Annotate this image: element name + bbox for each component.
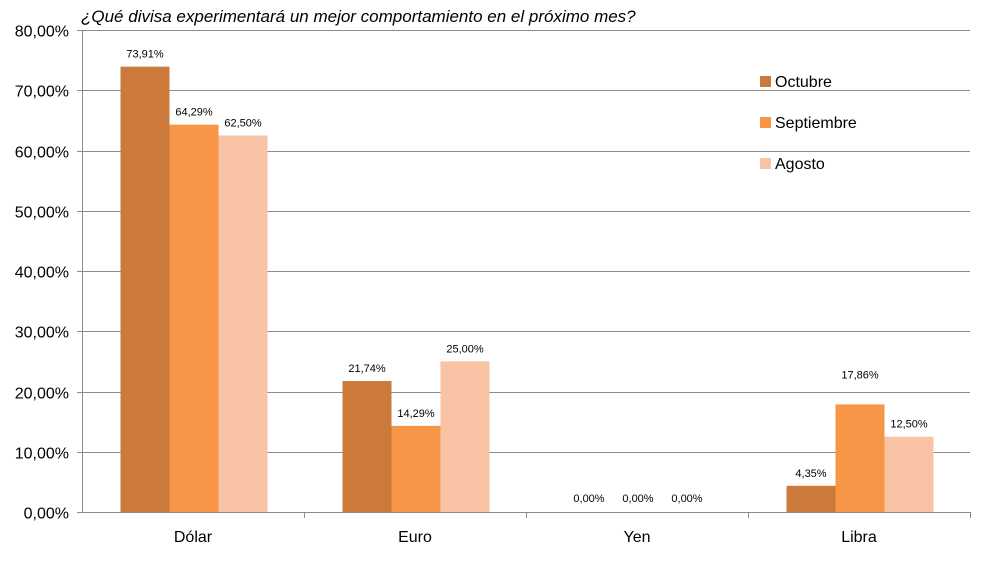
bar-septiembre-1: [391, 425, 441, 512]
data-label: 0,00%: [622, 493, 653, 505]
y-tick-label: 40,00%: [15, 265, 69, 282]
y-axis-ticks: 0,00% 10,00% 20,00% 30,00% 40,00% 50,00% 60,00…: [15, 24, 69, 523]
data-label: 14,29%: [397, 408, 435, 420]
y-tick-label: 70,00%: [15, 84, 69, 101]
legend: Octubre Septiembre Agosto: [760, 74, 857, 173]
y-tick-label: 60,00%: [15, 145, 69, 162]
bar-octubre-3: [786, 485, 836, 512]
data-labels: 73,91% 64,29% 62,50% 21,74% 14,29% 25,00% 0,00…: [126, 49, 928, 505]
data-label: 0,00%: [671, 493, 702, 505]
data-label: 0,00%: [573, 493, 604, 505]
bar-agosto-0: [218, 135, 268, 512]
data-label: 21,74%: [348, 363, 386, 375]
legend-label-septiembre: Septiembre: [775, 115, 857, 132]
x-axis-ticks: Dólar Euro Yen Libra: [174, 529, 877, 546]
legend-swatch-agosto: [760, 158, 771, 169]
x-tick-label: Euro: [398, 529, 432, 546]
legend-swatch-octubre: [760, 76, 771, 87]
bar-agosto-3: [884, 436, 934, 512]
y-tick-label: 10,00%: [15, 446, 69, 463]
chart-title: ¿Qué divisa experimentará un mejor compo…: [81, 7, 636, 26]
data-label: 64,29%: [175, 107, 213, 119]
data-label: 73,91%: [126, 49, 164, 61]
x-tick-label: Dólar: [174, 529, 213, 546]
legend-label-octubre: Octubre: [775, 74, 832, 91]
data-label: 62,50%: [224, 117, 262, 129]
y-tick-label: 0,00%: [24, 506, 69, 523]
y-tick-label: 20,00%: [15, 386, 69, 403]
data-label: 17,86%: [841, 369, 879, 381]
y-tick-label: 50,00%: [15, 205, 69, 222]
x-tick-label: Libra: [841, 529, 877, 546]
legend-swatch-septiembre: [760, 117, 771, 128]
y-tick-label: 80,00%: [15, 24, 69, 41]
x-tick-label: Yen: [624, 529, 651, 546]
bar-octubre-1: [342, 381, 392, 512]
bar-agosto-1: [440, 361, 490, 512]
bar-octubre-0: [120, 66, 170, 512]
data-label: 25,00%: [446, 343, 484, 355]
data-label: 4,35%: [795, 468, 826, 480]
bars: [120, 66, 934, 513]
data-label: 12,50%: [890, 419, 928, 431]
legend-label-agosto: Agosto: [775, 156, 825, 173]
bar-septiembre-3: [835, 404, 885, 512]
y-tick-label: 30,00%: [15, 325, 69, 342]
bar-septiembre-0: [169, 124, 219, 513]
